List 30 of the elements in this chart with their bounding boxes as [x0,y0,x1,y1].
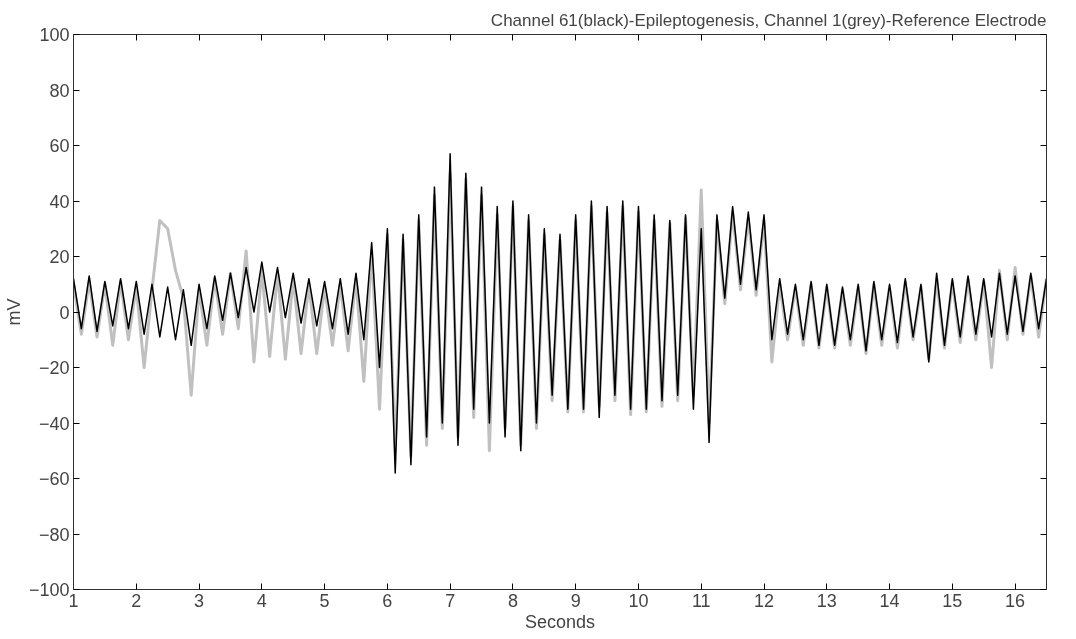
x-tick-label: 4 [256,590,267,611]
y-axis-title: mV [3,298,24,326]
x-tick-label: 11 [691,590,711,611]
y-tick-label: 80 [49,80,70,101]
x-tick-label: 5 [319,590,330,611]
x-tick-label: 14 [879,590,900,611]
x-tick-label: 10 [628,590,649,611]
x-tick-label: 9 [570,590,581,611]
y-tick-label: 100 [39,25,70,45]
x-tick-label: 1 [68,590,79,611]
x-tick-label: 15 [942,590,963,611]
y-tick-label: −80 [38,524,70,545]
x-tick-label: 13 [816,590,837,611]
chart-title: Channel 61(black)-Epileptogenesis, Channel 1(grey)-Reference Electrode [490,10,1047,30]
y-tick-label: −20 [38,358,70,378]
y-tick-label: 60 [49,136,70,156]
x-tick-label: 2 [131,590,142,611]
x-tick-label: 6 [382,590,393,611]
y-tick-label: 40 [49,191,70,212]
x-tick-label: 7 [445,590,456,611]
y-tick-label: −60 [38,469,70,489]
y-tick-label: −40 [38,413,70,434]
x-tick-label: 8 [507,590,518,611]
y-tick-label: 0 [59,302,70,323]
y-tick-label: −100 [28,580,70,600]
x-tick-label: 12 [754,590,775,611]
y-tick-label: 20 [49,247,70,267]
x-tick-label: 3 [194,590,205,611]
x-tick-label: 16 [1005,590,1026,611]
x-axis-title: Seconds [524,611,596,632]
